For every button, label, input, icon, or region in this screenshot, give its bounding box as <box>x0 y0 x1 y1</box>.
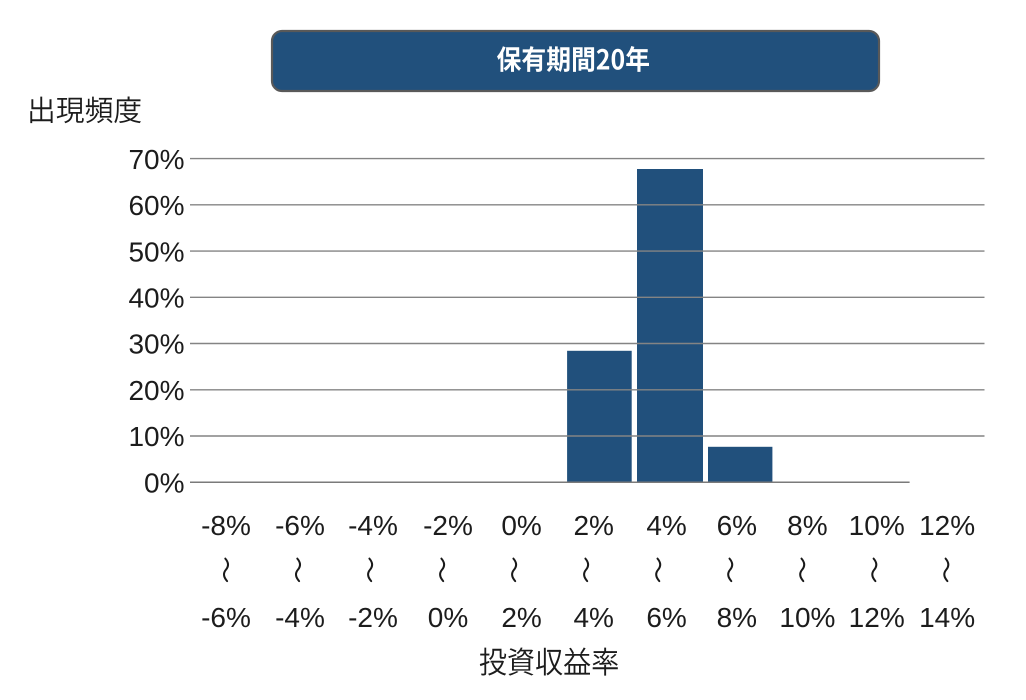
svg-text:0%: 0% <box>144 467 184 498</box>
svg-text:40%: 40% <box>128 283 184 314</box>
svg-text:12%: 12% <box>849 602 905 633</box>
svg-text:0%: 0% <box>428 602 468 633</box>
svg-text:4%: 4% <box>573 602 613 633</box>
svg-text:0%: 0% <box>501 510 541 541</box>
svg-text:10%: 10% <box>779 602 835 633</box>
svg-text:14%: 14% <box>919 602 975 633</box>
svg-text:-6%: -6% <box>275 510 325 541</box>
svg-text:10%: 10% <box>849 510 905 541</box>
svg-text:30%: 30% <box>128 329 184 360</box>
svg-text:-4%: -4% <box>348 510 398 541</box>
svg-text:4%: 4% <box>646 510 686 541</box>
svg-text:6%: 6% <box>646 602 686 633</box>
svg-text:2%: 2% <box>501 602 541 633</box>
svg-text:20%: 20% <box>128 375 184 406</box>
svg-text:8%: 8% <box>787 510 827 541</box>
svg-text:-6%: -6% <box>201 602 251 633</box>
svg-text:-2%: -2% <box>348 602 398 633</box>
svg-text:-2%: -2% <box>423 510 473 541</box>
svg-text:12%: 12% <box>919 510 975 541</box>
svg-text:60%: 60% <box>128 190 184 221</box>
svg-text:50%: 50% <box>128 236 184 267</box>
svg-text:6%: 6% <box>717 510 757 541</box>
svg-text:10%: 10% <box>128 421 184 452</box>
svg-text:-8%: -8% <box>201 510 251 541</box>
svg-text:70%: 70% <box>128 144 184 175</box>
svg-text:8%: 8% <box>717 602 757 633</box>
svg-text:2%: 2% <box>573 510 613 541</box>
svg-text:-4%: -4% <box>275 602 325 633</box>
